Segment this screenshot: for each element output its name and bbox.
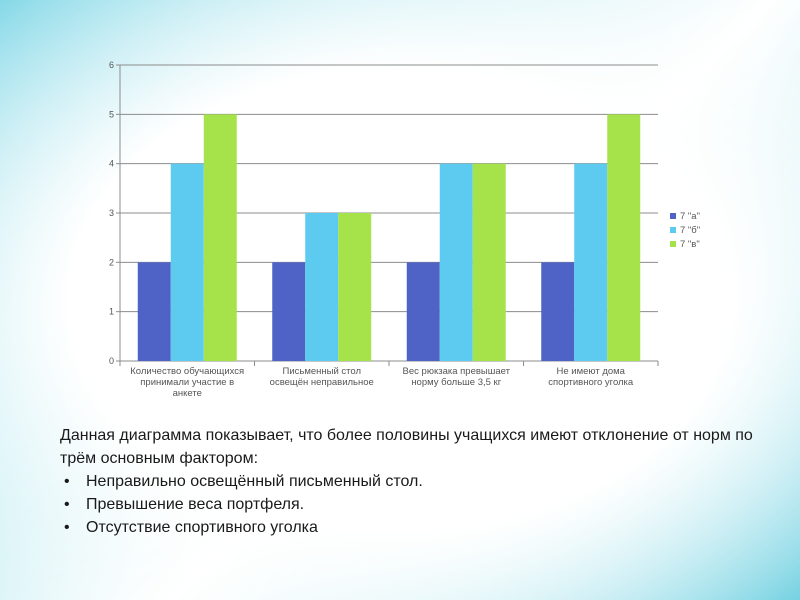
y-tick-label: 0 [109, 356, 114, 366]
category-label: Вес рюкзака превышает [403, 366, 511, 377]
bar [439, 163, 473, 361]
bar [305, 213, 339, 361]
legend-swatch [670, 227, 676, 233]
category-label: спортивного уголка [548, 377, 634, 388]
legend-label: 7 "а" [680, 211, 700, 222]
bar [137, 262, 171, 361]
category-label: освещён неправильное [270, 377, 374, 388]
bar [203, 114, 237, 361]
bullet-item: Отсутствие спортивного уголка [60, 516, 760, 539]
legend-swatch [670, 213, 676, 219]
category-label: Не имеют дома [557, 366, 626, 377]
y-tick-label: 5 [109, 109, 114, 119]
y-tick-label: 1 [109, 307, 114, 317]
y-tick-label: 6 [109, 60, 114, 70]
bar [170, 163, 204, 361]
category-label: анкете [173, 388, 202, 399]
description-intro: Данная диаграмма показывает, что более п… [60, 427, 753, 467]
description-list: Неправильно освещённый письменный стол. … [60, 470, 760, 539]
bullet-item: Неправильно освещённый письменный стол. [60, 470, 760, 493]
bar [541, 262, 575, 361]
category-label: Письменный стол [282, 366, 361, 377]
legend-label: 7 "в" [680, 239, 700, 250]
category-label: принимали участие в [140, 377, 234, 388]
bar [607, 114, 641, 361]
bar [272, 262, 306, 361]
y-tick-label: 4 [109, 159, 114, 169]
bar [574, 163, 608, 361]
legend-swatch [670, 241, 676, 247]
category-label: Количество обучающихся [130, 366, 244, 377]
category-label: норму больше 3,5 кг [411, 377, 501, 388]
y-tick-label: 2 [109, 257, 114, 267]
bullet-item: Превышение веса портфеля. [60, 493, 760, 516]
description: Данная диаграмма показывает, что более п… [60, 424, 760, 539]
bar [472, 163, 506, 361]
bar-chart: 0 1 2 3 4 5 6 Количество обучающихся принимали у… [109, 60, 700, 399]
bar [406, 262, 440, 361]
legend-label: 7 "б" [680, 225, 700, 236]
bar [338, 213, 372, 361]
y-tick-label: 3 [109, 208, 114, 218]
